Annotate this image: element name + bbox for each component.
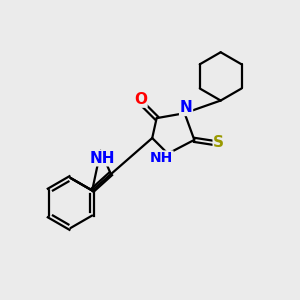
Text: N: N — [180, 100, 192, 116]
Text: NH: NH — [150, 151, 173, 165]
Text: O: O — [134, 92, 147, 107]
Text: NH: NH — [89, 151, 115, 166]
Text: S: S — [213, 135, 224, 150]
